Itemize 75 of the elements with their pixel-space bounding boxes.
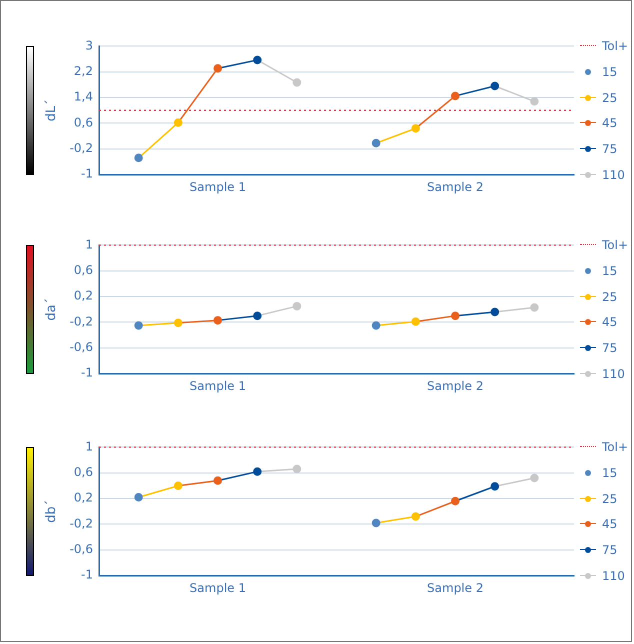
legend-label: 25 bbox=[602, 492, 618, 506]
y-axis-title: da´ bbox=[44, 298, 60, 321]
point bbox=[253, 56, 262, 64]
y-tick-label: -1 bbox=[81, 166, 94, 181]
y-tick-label: -1 bbox=[81, 568, 94, 582]
y-tick-label: 1,4 bbox=[74, 90, 94, 104]
point bbox=[174, 118, 182, 127]
point bbox=[292, 78, 302, 87]
point bbox=[490, 308, 500, 316]
y-tick-label: 0,2 bbox=[74, 490, 94, 505]
y-tick-label: 2,2 bbox=[74, 64, 94, 78]
y-tick-label: -0,6 bbox=[70, 340, 94, 354]
point bbox=[411, 512, 420, 521]
y-tick-label: 0,6 bbox=[74, 465, 94, 480]
x-tick-label: Sample 2 bbox=[427, 180, 484, 194]
point bbox=[214, 316, 222, 325]
legend-label: 45 bbox=[602, 517, 618, 532]
x-tick-label: Sample 2 bbox=[427, 580, 484, 595]
point bbox=[451, 496, 460, 506]
point bbox=[253, 312, 262, 320]
point bbox=[134, 154, 143, 162]
x-tick-label: Sample 1 bbox=[190, 378, 246, 393]
point bbox=[372, 321, 380, 330]
legend-label: 15 bbox=[602, 264, 618, 278]
point bbox=[451, 312, 460, 320]
legend-label: 75 bbox=[602, 142, 618, 156]
legend-label: 110 bbox=[602, 568, 625, 583]
legend-label: 75 bbox=[602, 340, 618, 355]
y-tick-label: -1 bbox=[81, 366, 94, 380]
y-tick-label: -0,2 bbox=[70, 516, 94, 530]
x-tick-label: Sample 2 bbox=[427, 378, 484, 393]
point bbox=[451, 92, 460, 100]
y-tick-label: 1 bbox=[85, 439, 94, 454]
y-tick-label: -0,2 bbox=[70, 314, 94, 328]
point bbox=[174, 481, 182, 490]
y-tick-label: 0,2 bbox=[74, 288, 94, 303]
y-tick-label: 0,6 bbox=[74, 263, 94, 278]
point bbox=[292, 302, 302, 310]
legend-label: 110 bbox=[602, 366, 625, 381]
legend-label: 15 bbox=[602, 64, 618, 79]
legend-label: 25 bbox=[602, 290, 618, 304]
y-tick-label: -0,6 bbox=[70, 542, 94, 556]
point bbox=[174, 318, 182, 328]
point bbox=[530, 474, 539, 482]
point bbox=[292, 464, 302, 474]
point bbox=[214, 476, 222, 485]
y-tick-label: 0,6 bbox=[74, 115, 94, 130]
ref-line-label: Tol+ bbox=[602, 238, 628, 252]
legend-label: 15 bbox=[602, 466, 618, 480]
legend-label: Tol+ bbox=[602, 39, 628, 54]
point bbox=[490, 482, 500, 491]
x-tick-label: Sample 1 bbox=[190, 180, 246, 194]
ref-line-label: Tol+ bbox=[602, 440, 628, 454]
point bbox=[530, 97, 539, 106]
legend-label: 75 bbox=[602, 542, 618, 557]
point bbox=[372, 518, 380, 528]
y-tick-label: 1 bbox=[85, 237, 94, 252]
point bbox=[530, 303, 539, 312]
y-tick-label: -0,2 bbox=[70, 141, 94, 156]
point bbox=[134, 493, 143, 502]
point bbox=[253, 467, 262, 476]
y-axis-title: dL´ bbox=[44, 99, 60, 122]
point bbox=[134, 321, 143, 330]
y-tick-label: 3 bbox=[85, 38, 94, 52]
point bbox=[411, 124, 420, 133]
point bbox=[372, 138, 380, 148]
y-axis-title: db´ bbox=[44, 500, 60, 523]
legend-label: 45 bbox=[602, 315, 618, 330]
legend-label: 25 bbox=[602, 90, 618, 105]
point bbox=[214, 64, 222, 73]
legend-label: 110 bbox=[602, 168, 625, 182]
x-tick-label: Sample 1 bbox=[190, 580, 246, 595]
point bbox=[411, 317, 420, 326]
legend-label: 45 bbox=[602, 116, 618, 130]
point bbox=[490, 82, 500, 90]
